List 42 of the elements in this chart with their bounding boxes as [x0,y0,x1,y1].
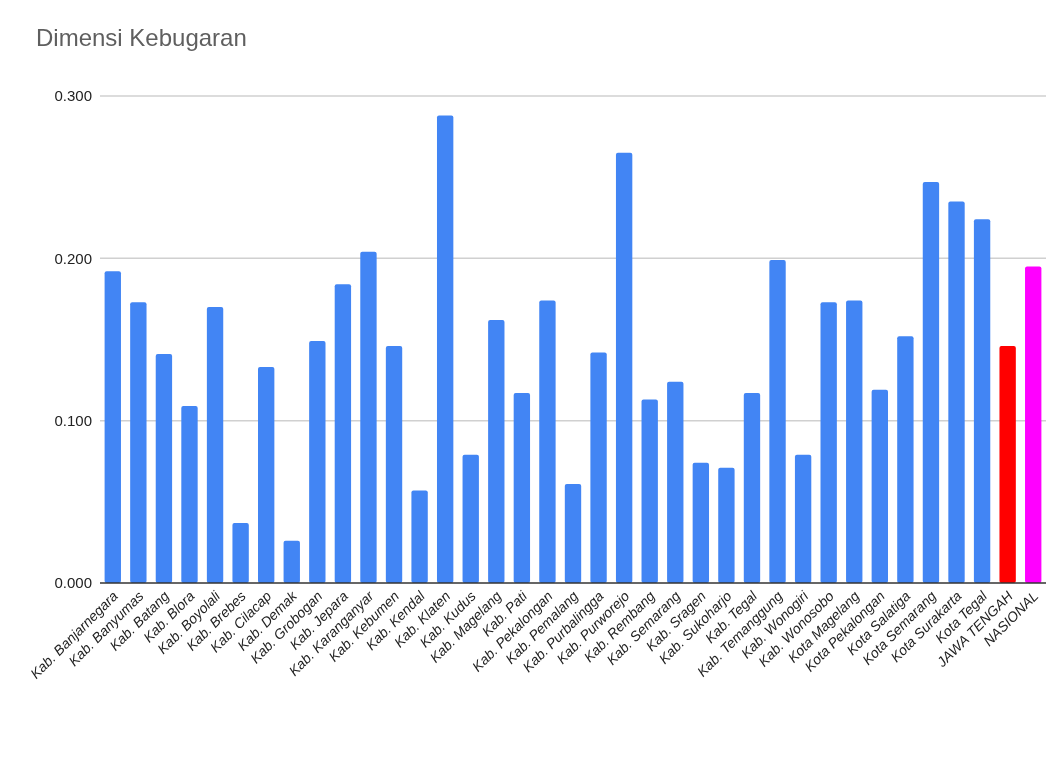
bar [692,462,710,583]
bar [436,115,454,583]
bar [539,300,556,583]
bar [794,454,812,583]
bar [462,454,479,583]
y-tick-label: 0.000 [54,574,92,592]
bar [206,307,224,583]
bar [130,302,147,583]
bar [948,201,965,583]
bar [283,540,300,583]
bar [820,302,837,583]
bar [488,320,505,583]
bar [232,522,249,583]
bar [181,406,198,583]
bar [973,219,991,583]
bar [769,259,786,583]
bar [513,393,531,583]
bar [743,393,761,583]
bar [360,251,377,583]
y-tick-label: 0.100 [54,411,92,429]
bar [922,182,940,583]
bar [897,336,914,583]
bar [385,345,403,583]
bar [641,399,658,583]
y-tick-label: 0.200 [54,249,92,267]
bar [564,483,582,583]
bar [615,152,633,583]
bar [1025,266,1042,583]
bar [590,352,607,583]
bar [104,271,121,583]
bar [999,345,1016,583]
bar [155,354,173,583]
bar [667,381,684,583]
y-tick-label: 0.300 [54,87,92,105]
chart-title: Dimensi Kebugaran [36,24,247,51]
bar [411,490,428,583]
bar [309,341,326,583]
bar [718,467,735,583]
bar [334,284,352,583]
bar [258,367,275,583]
bar [846,300,863,583]
bar [871,389,888,583]
